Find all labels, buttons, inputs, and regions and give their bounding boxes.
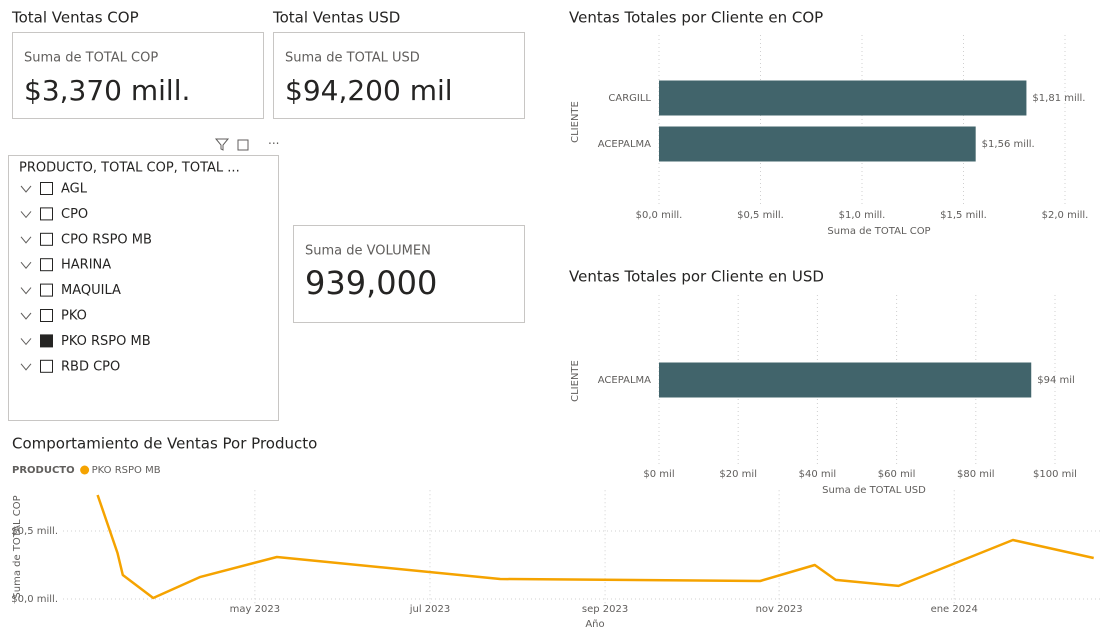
card-label: Suma de TOTAL USD — [285, 51, 420, 66]
value-label: $94 mil — [1037, 375, 1075, 386]
slicer-item[interactable]: CPO — [61, 207, 88, 222]
checkbox[interactable] — [40, 334, 53, 348]
legend-swatch — [80, 465, 90, 475]
line-series — [96, 494, 1094, 600]
more-icon[interactable]: ··· — [268, 137, 279, 151]
slicer-item[interactable]: MAQUILA — [61, 283, 121, 298]
card-title: Total Ventas COP — [11, 9, 139, 27]
card — [12, 32, 264, 119]
focus-icon[interactable] — [237, 139, 249, 151]
expand-chevron[interactable] — [20, 261, 32, 269]
x-tick-label: ene 2024 — [931, 604, 978, 615]
expand-chevron[interactable] — [20, 363, 32, 371]
card-label: Suma de TOTAL COP — [24, 51, 158, 66]
x-tick-label: $60 mil — [878, 469, 916, 480]
checkbox[interactable] — [40, 359, 53, 373]
x-tick-label: $0,0 mill. — [636, 210, 683, 221]
x-tick-label: $100 mil — [1033, 469, 1077, 480]
chart-title: Ventas Totales por Cliente en COP — [569, 9, 823, 27]
slicer-item[interactable]: CPO RSPO MB — [61, 232, 152, 247]
card-value: $94,200 mil — [285, 74, 453, 107]
slicer-frame — [8, 155, 279, 421]
x-tick-label: $80 mil — [957, 469, 995, 480]
expand-chevron[interactable] — [20, 287, 32, 295]
bar[interactable] — [659, 126, 976, 162]
checkbox[interactable] — [40, 309, 53, 322]
expand-chevron[interactable] — [20, 338, 32, 346]
category-label: CARGILL — [608, 93, 651, 104]
checkbox[interactable] — [40, 283, 53, 297]
expand-chevron[interactable] — [20, 312, 32, 320]
card-value: 939,000 — [305, 264, 437, 302]
slicer-item[interactable]: HARINA — [61, 258, 111, 273]
x-tick-label: $40 mil — [799, 469, 837, 480]
legend-label: PKO RSPO MB — [92, 465, 161, 476]
card-label: Suma de VOLUMEN — [305, 244, 431, 259]
slicer-item[interactable]: PKO — [61, 309, 87, 324]
checkbox[interactable] — [40, 232, 53, 246]
x-axis-title: Suma de TOTAL USD — [822, 485, 926, 496]
x-tick-label: $2,0 mill. — [1042, 210, 1089, 221]
category-label: ACEPALMA — [598, 139, 651, 150]
slicer-item[interactable]: AGL — [61, 182, 88, 197]
x-tick-label: $20 mil — [719, 469, 757, 480]
bar[interactable] — [659, 80, 1027, 116]
x-tick-label: $1,0 mill. — [839, 210, 886, 221]
expand-chevron[interactable] — [20, 236, 32, 244]
value-label: $1,56 mill. — [982, 139, 1035, 150]
x-tick-label: may 2023 — [230, 604, 280, 615]
legend-title: PRODUCTO — [12, 465, 75, 476]
checkbox[interactable] — [40, 258, 53, 272]
chart-title: Comportamiento de Ventas Por Producto — [12, 435, 317, 453]
card — [273, 32, 525, 119]
card — [293, 225, 525, 323]
value-label: $1,81 mill. — [1032, 93, 1085, 104]
x-tick-label: $1,5 mill. — [940, 210, 987, 221]
expand-chevron[interactable] — [20, 185, 32, 193]
card-title: Total Ventas USD — [272, 9, 400, 27]
checkbox[interactable] — [40, 207, 53, 221]
y-axis-title: Suma de TOTAL COP — [12, 495, 23, 598]
x-axis-title: Año — [585, 619, 604, 630]
slicer-header: PRODUCTO, TOTAL COP, TOTAL ... — [19, 161, 240, 176]
checkbox[interactable] — [40, 182, 53, 195]
expand-chevron[interactable] — [20, 211, 32, 219]
slicer-icons: ··· — [214, 137, 279, 151]
x-tick-label: sep 2023 — [582, 604, 628, 615]
chart-title: Ventas Totales por Cliente en USD — [569, 268, 824, 286]
x-tick-label: $0,5 mill. — [737, 210, 784, 221]
card-value: $3,370 mill. — [24, 74, 190, 107]
y-tick-label: $0,0 mill. — [11, 594, 58, 605]
x-tick-label: $0 mil — [643, 469, 674, 480]
y-axis-title: CLIENTE — [570, 360, 581, 402]
filter-icon[interactable] — [214, 138, 230, 151]
x-tick-label: jul 2023 — [409, 604, 451, 615]
x-tick-label: nov 2023 — [756, 604, 803, 615]
y-axis-title: CLIENTE — [570, 101, 581, 143]
slicer-item[interactable]: RBD CPO — [61, 359, 120, 374]
bar[interactable] — [659, 362, 1032, 398]
slicer-item[interactable]: PKO RSPO MB — [61, 334, 151, 349]
category-label: ACEPALMA — [598, 375, 651, 386]
y-tick-label: $0,5 mill. — [11, 526, 58, 537]
x-axis-title: Suma de TOTAL COP — [827, 226, 930, 237]
